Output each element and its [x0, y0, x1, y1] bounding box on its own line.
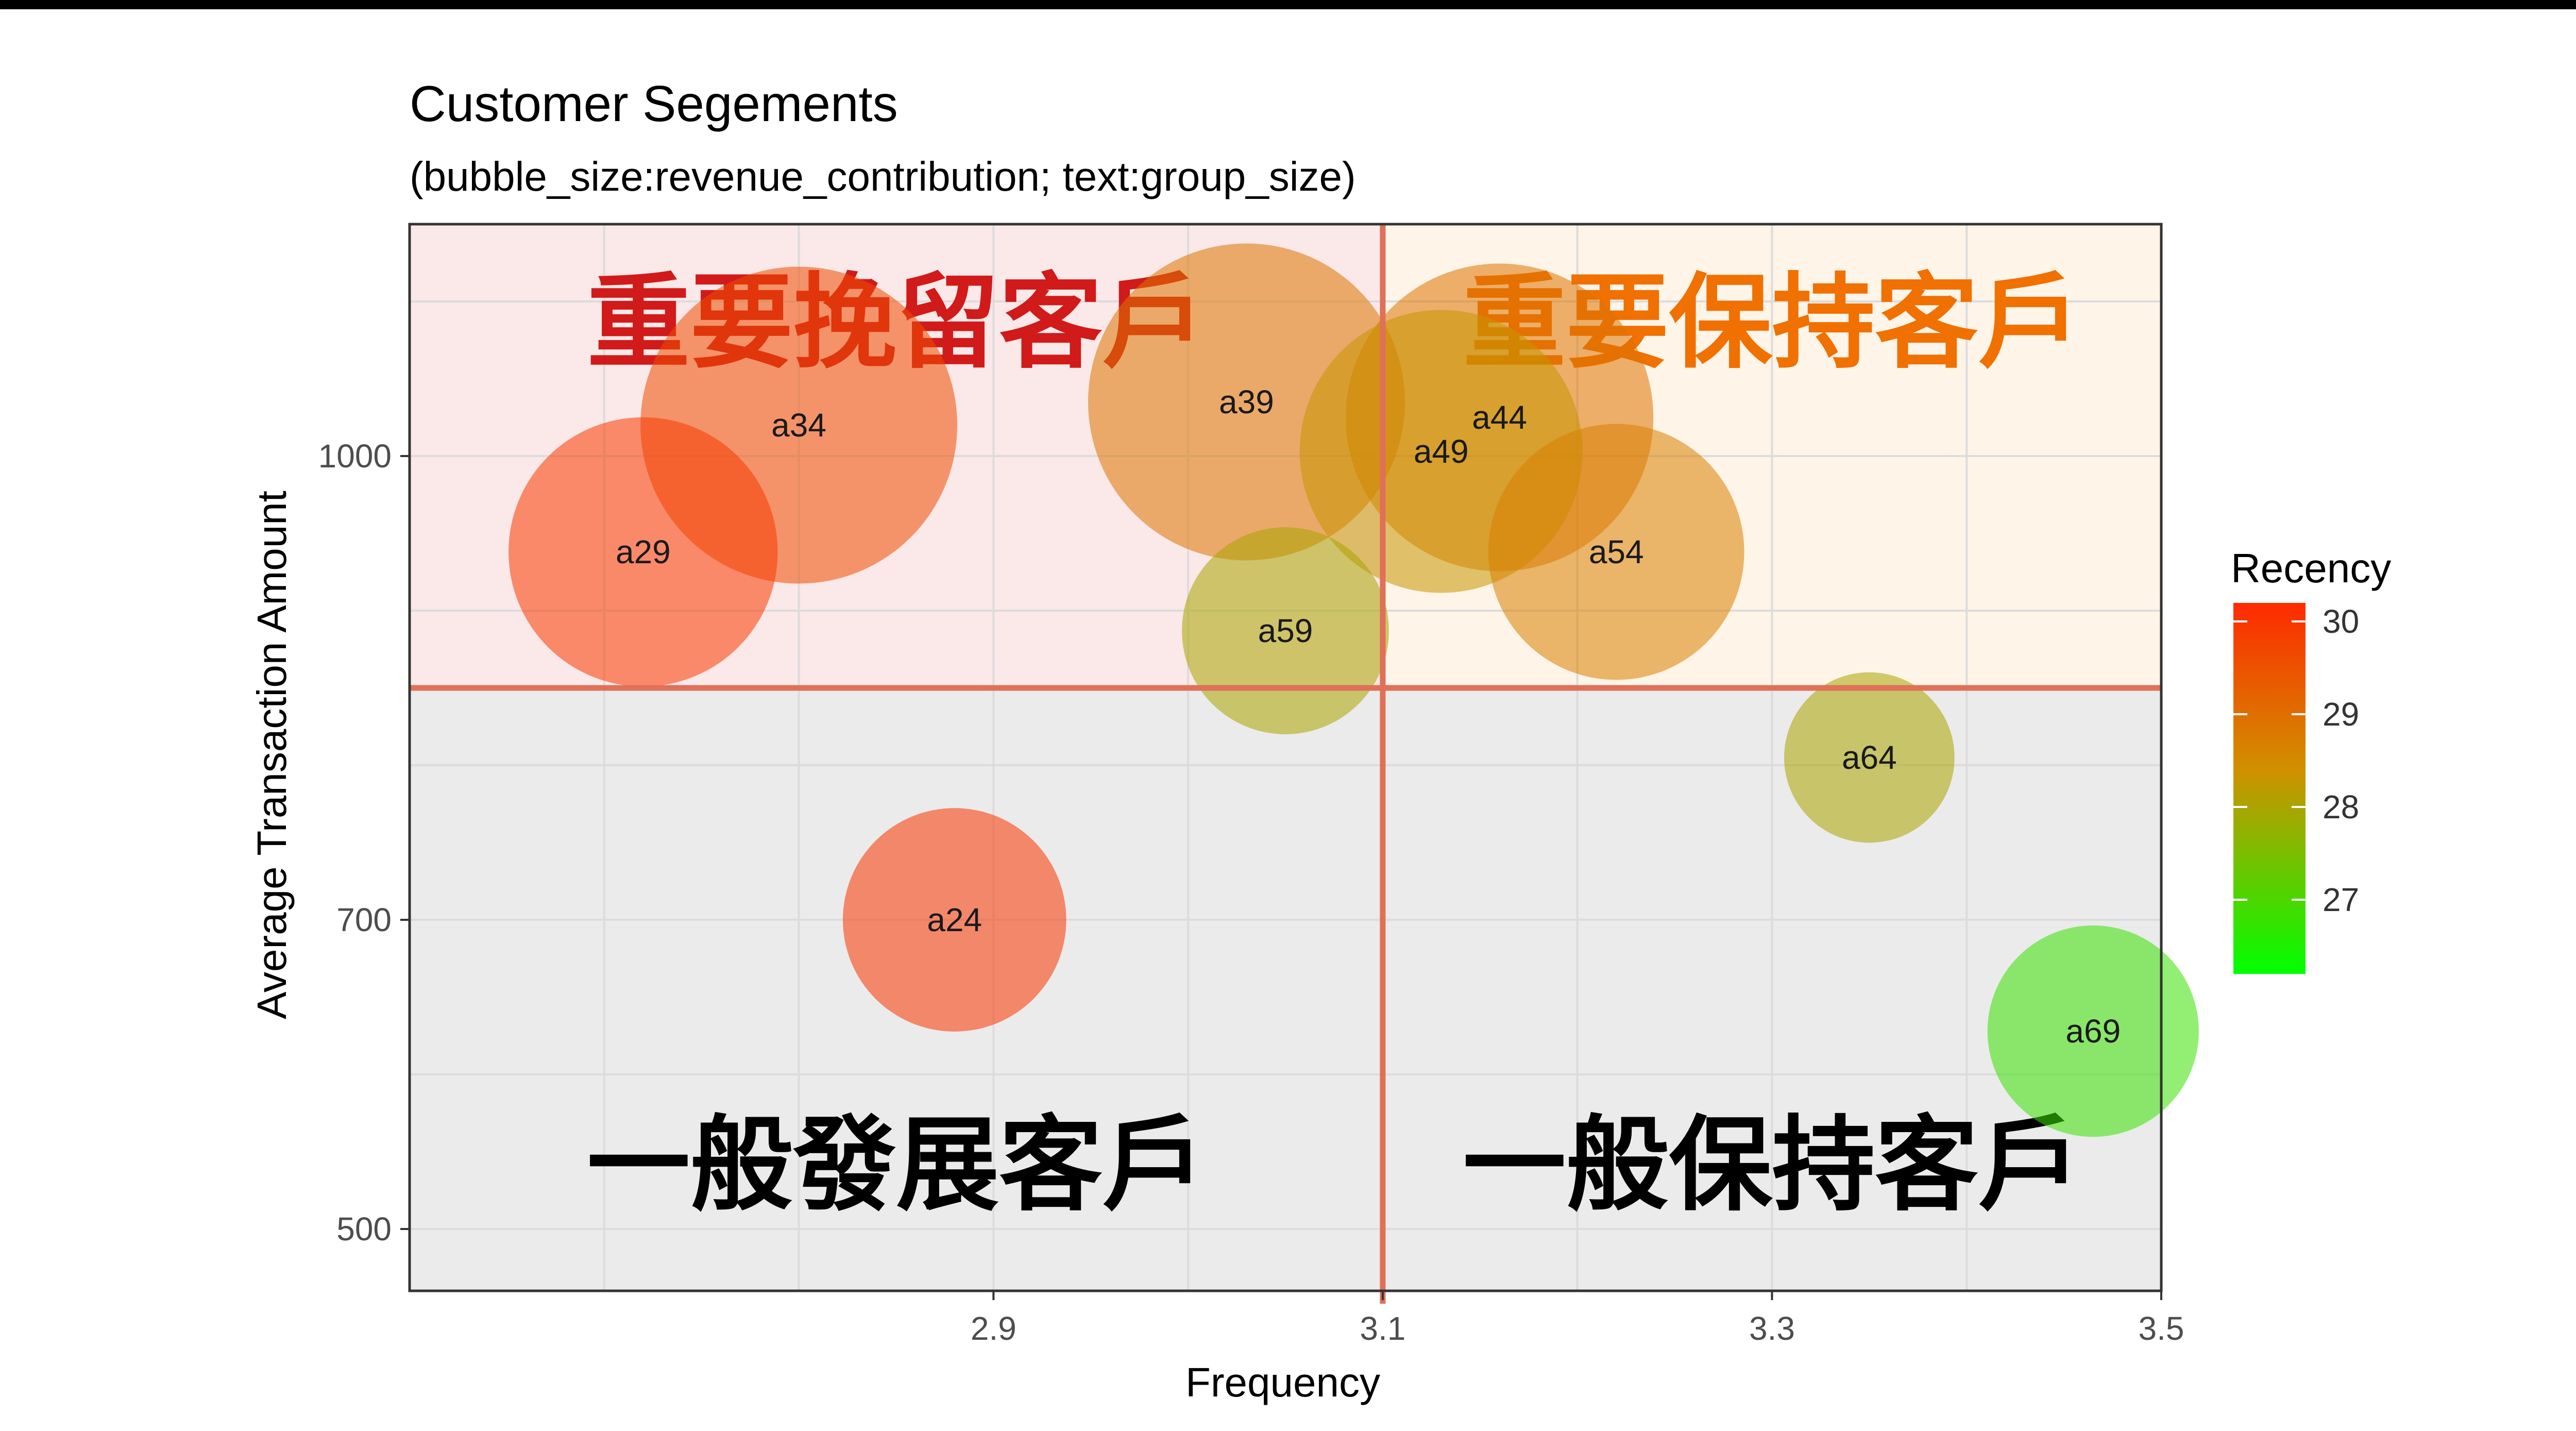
bubble-a54 [1488, 424, 1744, 680]
bubble-label-a24: a24 [927, 901, 982, 938]
bubble-label-a64: a64 [1842, 739, 1897, 776]
x-tick-label: 3.3 [1749, 1310, 1795, 1347]
x-tick-label: 3.1 [1360, 1310, 1405, 1347]
quadrant-label-bottom-left: 一般發展客戶 [587, 1105, 1205, 1225]
chart-title: Customer Segements [410, 75, 898, 132]
legend-tick-label: 30 [2323, 603, 2359, 640]
x-axis-title: Frequency [1185, 1359, 1380, 1405]
quadrant-dividers [410, 224, 2161, 1304]
bubble-a59 [1182, 527, 1389, 734]
bubble-label-a39: a39 [1219, 383, 1274, 420]
bubble-a69 [1987, 925, 2199, 1137]
legend: Recency 27 28 29 30 [2231, 545, 2391, 974]
bubble-label-a59: a59 [1258, 612, 1313, 649]
legend-title: Recency [2231, 545, 2391, 591]
top-border [0, 0, 2576, 9]
y-axis-title: Average Transaction Amount [249, 491, 295, 1019]
y-tick-label: 700 [336, 901, 392, 938]
y-tick-label: 1000 [318, 437, 392, 475]
y-tick-label: 500 [336, 1210, 392, 1248]
bubble-label-a34: a34 [771, 407, 826, 444]
bubble-a29 [509, 417, 778, 687]
bubble-a24 [842, 808, 1066, 1032]
axes: 2.9 3.1 3.3 3.5 500 700 1000 [318, 223, 2184, 1347]
bubble-label-a49: a49 [1414, 433, 1469, 470]
bubble-a64 [1784, 672, 1955, 843]
bubble-label-a44: a44 [1472, 399, 1527, 436]
legend-ticks: 27 28 29 30 [2233, 603, 2359, 918]
legend-colorbar [2233, 603, 2306, 974]
bubble-label-a54: a54 [1589, 533, 1644, 570]
bubble-label-a29: a29 [616, 533, 671, 570]
legend-tick-label: 27 [2323, 881, 2359, 918]
quadrant-label-bottom-right: 一般保持客戶 [1463, 1105, 2081, 1225]
bubble-label-a69: a69 [2065, 1013, 2121, 1050]
x-tick-label: 2.9 [971, 1310, 1016, 1347]
plot-border [408, 223, 2163, 1292]
legend-tick-label: 28 [2323, 788, 2359, 826]
legend-tick-label: 29 [2323, 696, 2359, 733]
chart-subtitle: (bubble_size:revenue_contribution; text:… [410, 154, 1356, 199]
x-tick-label: 3.5 [2139, 1310, 2184, 1347]
